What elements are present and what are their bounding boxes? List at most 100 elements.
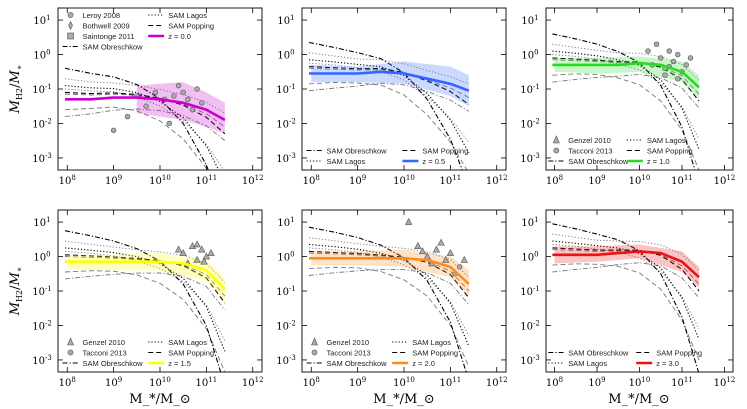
x-tick-label: 1012 <box>486 174 508 187</box>
y-axis-label: MH2/M∗ <box>8 267 24 317</box>
legend-label: Leroy 2008 <box>83 11 121 20</box>
y-tick-label: 10-1 <box>520 83 540 96</box>
x-tick-label: 1012 <box>242 174 264 187</box>
x-tick-label: 1010 <box>393 174 415 187</box>
legend: Genzel 2010 SAM Lagos Tacconi 2013 SAM Popp… <box>306 337 458 368</box>
obs-point <box>180 89 186 96</box>
legend-marker <box>67 349 74 356</box>
y-tick-label: 10-1 <box>32 285 52 298</box>
legend-label: SAM Obreschkow <box>327 359 388 368</box>
obs-point <box>670 58 677 65</box>
obs-point <box>432 245 441 253</box>
legend-label: SAM Obreschkow <box>83 43 144 52</box>
scatter-band <box>311 249 469 297</box>
y-tick-label: 100 <box>277 251 294 264</box>
obs-point <box>207 248 215 256</box>
y-tick-label: 101 <box>33 216 50 229</box>
sam-model-curve <box>308 252 470 292</box>
y-tick-label: 101 <box>521 216 538 229</box>
sam-curve <box>308 250 470 299</box>
x-axis-label: M_*/M_⊙ <box>129 392 190 407</box>
sam-curve <box>64 91 226 135</box>
legend: Genzel 2010 SAM Lagos Tacconi 2013 SAM Popp… <box>548 135 693 166</box>
obs-point <box>662 72 668 78</box>
x-tick-label: 1010 <box>149 174 171 187</box>
panels: 108 109 1010 1011 1012 10-3 10-2 10-1 100 101 Lero… <box>32 7 736 389</box>
sam-curve <box>552 240 700 340</box>
ylabel-bottom: MH2/M∗ <box>8 267 24 317</box>
sam-model-curve <box>64 270 226 372</box>
sam-model-curve <box>64 250 226 342</box>
obs-point <box>175 82 182 89</box>
panel-2: 108 109 1010 1011 1012 10-3 10-2 10-1 100 101 Genz… <box>520 7 736 187</box>
sam-curve <box>64 67 209 170</box>
legend-label: SAM Lagos <box>168 338 207 347</box>
legend-marker <box>552 135 560 144</box>
legend-label: Saintonge 2011 <box>83 32 135 41</box>
obs-point <box>437 238 445 246</box>
legend-marker <box>553 147 560 154</box>
scatter-band <box>67 253 225 302</box>
obs-point <box>193 240 201 248</box>
x-tick-label: 109 <box>349 174 366 187</box>
legend: Leroy 2008 SAM Lagos Bothwell 2009 SAM Popp… <box>62 11 214 52</box>
legend-marker <box>311 337 318 346</box>
sam-model-curve <box>64 106 208 170</box>
legend-label: SAM Lagos <box>568 359 607 368</box>
y-tick-label: 10-3 <box>32 152 52 165</box>
sam-model-curve <box>64 78 226 114</box>
x-tick-label: 1010 <box>393 376 415 389</box>
y-tick-label: 101 <box>521 14 538 27</box>
y-tick-label: 10-3 <box>520 152 540 165</box>
obs-point <box>171 93 177 99</box>
y-tick-label: 100 <box>33 251 50 264</box>
x-tick-label: 1012 <box>486 376 508 389</box>
x-tick-label: 108 <box>59 376 76 389</box>
obs-point <box>675 51 681 58</box>
x-tick-label: 108 <box>303 174 320 187</box>
x-tick-label: 1010 <box>629 174 651 187</box>
y-tick-label: 10-3 <box>32 354 52 367</box>
x-tick-label: 1011 <box>196 174 218 187</box>
legend-label: SAM Obreschkow <box>83 359 144 368</box>
sam-model-curve <box>64 240 226 283</box>
legend-label: Genzel 2010 <box>83 338 126 347</box>
legend-marker <box>67 337 74 346</box>
x-tick-label: 109 <box>588 376 605 389</box>
sam-curve <box>64 247 226 352</box>
legend: SAM Obreschkow SAM Popping SAM Lagos z = 0.… <box>306 147 468 166</box>
legend-label: SAM Obreschkow <box>568 349 629 358</box>
legend-label: z = 0.5 <box>422 157 445 166</box>
sam-model-curve <box>64 93 226 128</box>
legend-marker <box>68 20 73 31</box>
obs-point <box>666 48 672 54</box>
y-tick-label: 10-2 <box>32 117 52 130</box>
obs-point <box>446 248 455 256</box>
x-tick-label: 1012 <box>714 376 736 389</box>
obs-point <box>202 252 211 260</box>
obs-point <box>418 247 427 255</box>
x-tick-label: 1012 <box>714 174 736 187</box>
sam-model-curve <box>308 82 468 170</box>
obs-point <box>194 86 200 92</box>
plot-area <box>64 230 226 372</box>
sam-curve <box>552 33 696 170</box>
plot-area <box>552 33 700 170</box>
y-tick-label: 101 <box>277 14 294 27</box>
legend: Genzel 2010 SAM Lagos Tacconi 2013 SAM Popp… <box>62 337 214 368</box>
legend-label: SAM Lagos <box>412 338 451 347</box>
sam-model-curve <box>552 263 700 361</box>
y-tick-label: 101 <box>277 216 294 229</box>
panel-1: 108 109 1010 1011 1012 10-3 10-2 10-1 100 101 SAM … <box>276 7 508 187</box>
y-tick-label: 100 <box>521 251 538 264</box>
y-tick-label: 10-1 <box>520 285 540 298</box>
obs-point <box>124 113 131 120</box>
sam-model-curve <box>308 82 470 112</box>
y-tick-label: 100 <box>521 49 538 62</box>
x-tick-label: 1011 <box>440 174 462 187</box>
scatter-band <box>554 244 699 288</box>
sam-curve <box>552 223 700 372</box>
x-tick-label: 108 <box>546 376 563 389</box>
x-tick-label: 1011 <box>440 376 462 389</box>
legend-marker <box>311 349 318 356</box>
